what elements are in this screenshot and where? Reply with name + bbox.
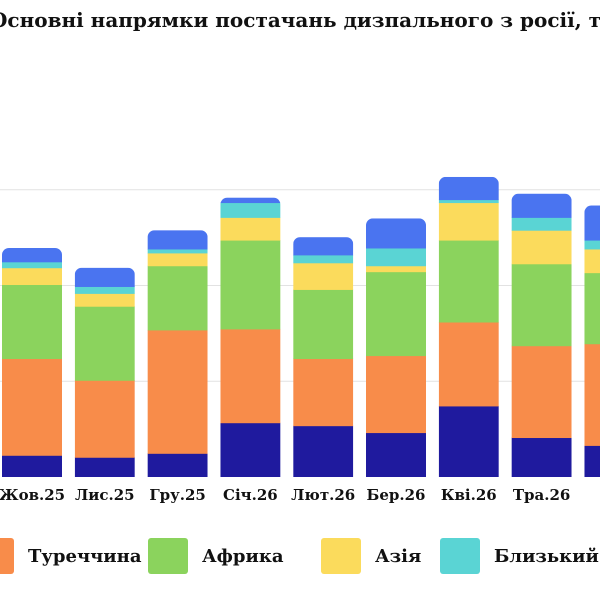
bar-segment xyxy=(147,453,208,477)
bar-segment xyxy=(366,265,426,273)
bar-segment xyxy=(74,286,135,294)
bar-stack xyxy=(584,205,600,477)
bar-segment xyxy=(366,355,426,434)
legend-item-turkey: Туреччина xyxy=(0,538,142,574)
bar-segment xyxy=(584,205,600,241)
x-tick-label: Тра.26 xyxy=(513,486,570,504)
bar-segment xyxy=(366,432,426,477)
bar-stack xyxy=(2,247,62,477)
bar-segment xyxy=(438,322,499,407)
bar-segment xyxy=(147,265,208,331)
bar-segment xyxy=(438,240,499,323)
bar-segment xyxy=(584,445,600,477)
bar-segment xyxy=(293,254,354,264)
bar-segment xyxy=(74,457,135,477)
bar-segment xyxy=(438,202,499,241)
legend-label: Африка xyxy=(202,545,284,567)
bar-segment xyxy=(584,240,600,250)
x-tick-label: Січ.26 xyxy=(223,486,278,504)
x-tick-label: Лют.26 xyxy=(291,486,355,504)
bar-segment xyxy=(74,293,135,307)
bar-segment xyxy=(366,271,426,357)
bar-segment xyxy=(220,217,281,241)
x-tick-label: Кві.26 xyxy=(441,486,497,504)
bar-segment xyxy=(511,345,572,439)
bar-stack xyxy=(438,176,499,477)
bar-segment xyxy=(366,218,426,249)
bar-segment xyxy=(511,263,572,347)
bar-segment xyxy=(293,358,354,427)
bar-segment xyxy=(511,437,572,477)
bar-segment xyxy=(438,199,499,204)
bar-segment xyxy=(220,240,281,330)
x-tick-label: Бер.26 xyxy=(367,486,426,504)
bar-segment xyxy=(220,202,281,218)
chart-title: Основні напрямки постачань дизпального з… xyxy=(0,8,600,32)
bar-segment xyxy=(74,306,135,381)
legend-label: Азія xyxy=(375,545,422,567)
bar-segment xyxy=(438,176,499,201)
legend-label: Близький xyxy=(494,545,599,567)
x-tick-label: Гру.25 xyxy=(149,486,206,504)
bar-segment xyxy=(2,358,62,456)
x-tick-label: Лис.25 xyxy=(75,486,135,504)
bar-segment xyxy=(584,272,600,345)
legend-label: Туреччина xyxy=(28,545,142,567)
bar-segment xyxy=(584,248,600,274)
legend-item-middle-east: Близький xyxy=(440,538,599,574)
bar-stack xyxy=(511,193,572,477)
bar-segment xyxy=(147,230,208,250)
bar-segment xyxy=(74,267,135,287)
bar-segment xyxy=(147,252,208,267)
bar-segment xyxy=(438,405,499,477)
bar-segment xyxy=(511,193,572,218)
bar-segment xyxy=(293,425,354,477)
bar-stack xyxy=(366,218,426,477)
legend-item-africa: Африка xyxy=(148,538,284,574)
bar-segment xyxy=(2,247,62,263)
bar-segment xyxy=(293,262,354,290)
legend-swatch xyxy=(0,538,14,574)
bar-stack xyxy=(74,267,135,477)
bar-segment xyxy=(147,248,208,254)
legend: Туреччина Африка Азія Близький xyxy=(0,538,600,578)
bar-stack xyxy=(220,197,281,477)
bar-segment xyxy=(511,230,572,265)
legend-swatch xyxy=(321,538,361,574)
bar-segment xyxy=(2,267,62,285)
bar-segment xyxy=(74,380,135,458)
bar-segment xyxy=(220,422,281,477)
bar-segment xyxy=(220,328,281,424)
bar-segment xyxy=(2,455,62,477)
bar-segment xyxy=(220,197,281,204)
bar-segment xyxy=(2,261,62,269)
x-tick-label: Жов.25 xyxy=(0,486,65,504)
legend-swatch xyxy=(148,538,188,574)
bar-segment xyxy=(366,247,426,267)
bar-stack xyxy=(147,230,208,477)
bar-segment xyxy=(293,237,354,256)
legend-swatch xyxy=(440,538,480,574)
bar-segment xyxy=(293,289,354,360)
bar-segment xyxy=(2,284,62,360)
bar-segment xyxy=(584,343,600,446)
chart-plot: Жов.25 Лис.25 Гру.25 Січ.26 Лют.26 Бер.26 Кві.… xyxy=(0,176,600,504)
bar-segment xyxy=(511,217,572,231)
legend-item-asia: Азія xyxy=(321,538,421,574)
bar-segment xyxy=(147,329,208,454)
bar-stack xyxy=(293,237,354,477)
